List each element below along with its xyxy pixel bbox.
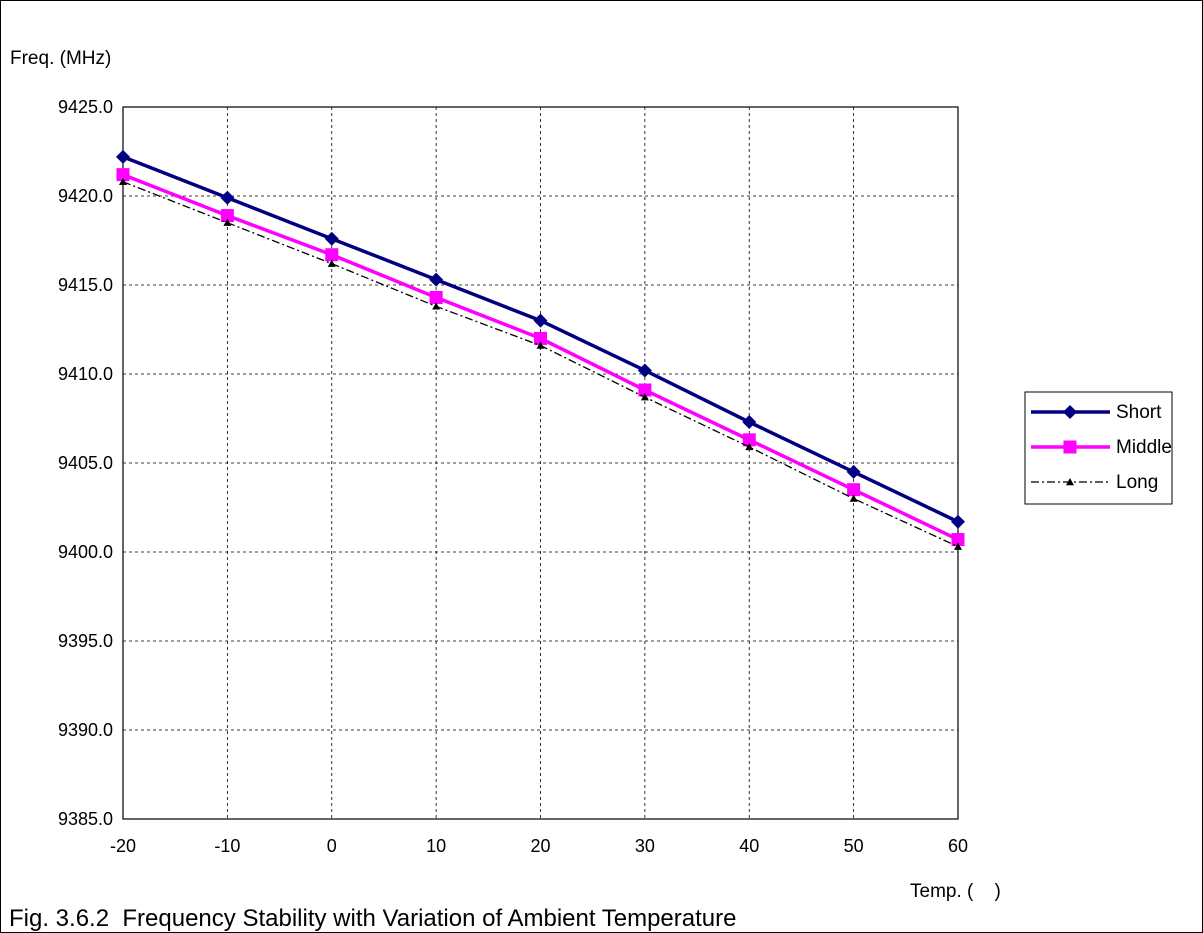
- legend-item-long: Long: [1031, 472, 1158, 493]
- data-point-long: [640, 393, 649, 401]
- y-tick-label: 9400.0: [58, 542, 113, 562]
- data-point-middle: [220, 209, 234, 223]
- y-tick-label: 9385.0: [58, 809, 113, 829]
- x-tick-label: 20: [530, 836, 550, 856]
- x-tick-label: 60: [948, 836, 968, 856]
- data-point-long: [119, 177, 127, 185]
- data-point-middle: [847, 483, 861, 497]
- data-point-middle: [116, 168, 130, 182]
- data-point-middle: [534, 331, 547, 345]
- data-point-short: [951, 514, 965, 529]
- series-long: [119, 177, 962, 550]
- plot-area: [122, 106, 959, 820]
- data-point-middle: [742, 433, 756, 447]
- data-point-middle: [638, 383, 652, 397]
- data-point-long: [432, 302, 441, 310]
- legend-label: Short: [1116, 402, 1162, 423]
- legend-label: Middle: [1116, 437, 1172, 458]
- legend-item-short: Short: [1031, 402, 1162, 423]
- data-point-short: [533, 313, 548, 328]
- x-tick-labels: -20 -10 0 10 20 30 40 50 60: [110, 836, 968, 856]
- data-point-middle: [951, 533, 965, 547]
- data-point-long: [327, 259, 336, 267]
- series-layer: [116, 149, 965, 550]
- y-tick-label: 9425.0: [58, 97, 113, 117]
- data-point-short: [324, 231, 339, 246]
- x-tick-label: 50: [844, 836, 864, 856]
- legend-item-middle: Middle: [1031, 437, 1172, 458]
- figure-caption: Fig. 3.6.2 Frequency Stability with Vari…: [9, 905, 736, 932]
- data-point-middle: [429, 290, 443, 304]
- grid-lines: [123, 107, 958, 819]
- x-tick-label: 0: [327, 836, 337, 856]
- y-tick-labels: 9385.0 9390.0 9395.0 9400.0 9405.0 9410.0 9415…: [58, 97, 113, 829]
- data-point-short: [220, 190, 235, 205]
- x-tick-label: 30: [635, 836, 655, 856]
- data-point-short: [742, 415, 757, 430]
- x-tick-label: -20: [110, 836, 136, 856]
- y-tick-label: 9390.0: [58, 720, 113, 740]
- legend-label: Long: [1116, 472, 1158, 493]
- data-point-long: [849, 494, 858, 502]
- data-point-long: [536, 341, 545, 349]
- data-point-short: [429, 272, 444, 287]
- y-tick-label: 9395.0: [58, 631, 113, 651]
- series-middle: [116, 168, 965, 547]
- data-point-short: [116, 149, 130, 164]
- data-point-middle: [325, 248, 339, 262]
- data-point-long: [223, 218, 232, 226]
- x-tick-label: 10: [426, 836, 446, 856]
- data-point-long: [954, 542, 962, 550]
- y-tick-label: 9415.0: [58, 275, 113, 295]
- x-tick-label: 40: [739, 836, 759, 856]
- y-tick-label: 9410.0: [58, 364, 113, 384]
- legend: Short Middle Long: [1024, 391, 1173, 505]
- x-tick-label: -10: [214, 836, 240, 856]
- data-point-long: [745, 442, 754, 451]
- x-axis-label: Temp. ( ): [910, 881, 1001, 902]
- legend-marker-long: [1066, 478, 1074, 486]
- legend-marker-middle: [1063, 440, 1077, 454]
- data-point-short: [846, 464, 861, 479]
- series-short: [116, 149, 965, 529]
- y-tick-label: 9405.0: [58, 453, 113, 473]
- legend-marker-short: [1063, 405, 1077, 419]
- y-axis-label: Freq. (MHz): [10, 48, 111, 69]
- data-point-short: [637, 363, 652, 378]
- y-tick-label: 9420.0: [58, 186, 113, 206]
